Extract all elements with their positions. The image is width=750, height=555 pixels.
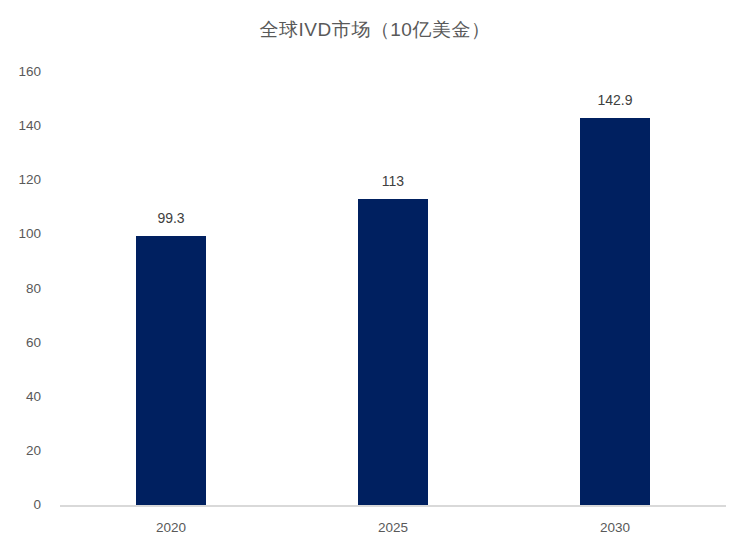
- y-axis-tick-label: 60: [0, 336, 41, 350]
- x-axis-tick-label: 2020: [156, 520, 186, 536]
- bar-2020: [136, 236, 206, 505]
- y-axis-tick-label: 120: [0, 174, 41, 188]
- x-axis-tick-label: 2030: [600, 520, 630, 536]
- x-axis-tick-label: 2025: [378, 520, 408, 536]
- chart-title: 全球IVD市场（10亿美金）: [0, 17, 750, 43]
- y-axis-tick-label: 80: [0, 282, 41, 296]
- y-axis-tick-label: 140: [0, 119, 41, 133]
- y-axis-tick-label: 20: [0, 444, 41, 458]
- bar-chart: 全球IVD市场（10亿美金） 0 20 40 60 80 100 120 140 160 99.3…: [0, 0, 750, 555]
- y-axis-tick-label: 40: [0, 390, 41, 404]
- bar-2025: [358, 199, 428, 505]
- y-axis-tick-label: 0: [0, 498, 41, 512]
- data-label-2025: 113: [382, 173, 404, 189]
- bar-2030: [580, 118, 650, 505]
- x-axis-line: [60, 505, 726, 507]
- data-label-2030: 142.9: [597, 92, 632, 108]
- y-axis-tick-label: 160: [0, 65, 41, 79]
- data-label-2020: 99.3: [157, 210, 184, 226]
- y-axis-tick-label: 100: [0, 228, 41, 242]
